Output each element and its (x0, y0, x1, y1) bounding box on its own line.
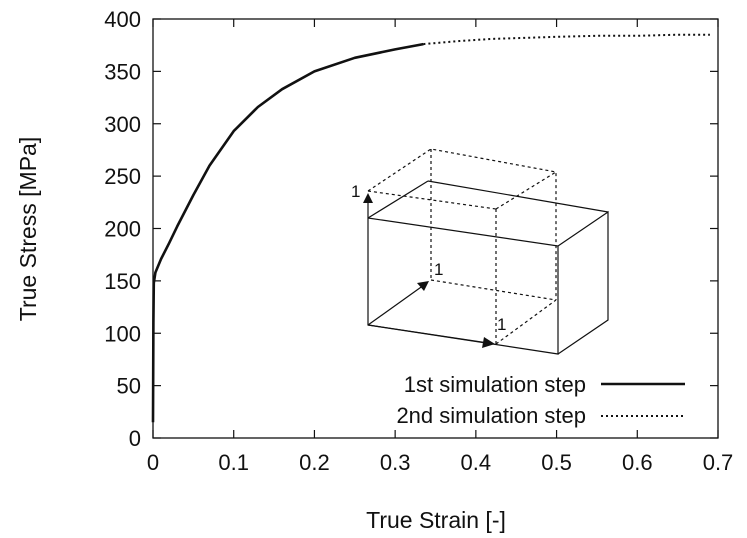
cube-label-depth: 1 (434, 260, 443, 279)
y-tick-label: 400 (104, 7, 141, 32)
cube-arrow-horizontal (367, 324, 489, 344)
y-axis-title: True Stress [MPa] (15, 137, 41, 321)
y-axis-ticks: 0 50 100 150 200 250 300 350 400 (104, 7, 718, 451)
cube-top-back-edge (367, 180, 429, 219)
series-line-1st-simulation-step (151, 42, 424, 423)
cube-top-back-edge-2 (427, 180, 609, 213)
x-tick-label: 0.1 (218, 450, 249, 475)
y-tick-label: 300 (104, 112, 141, 137)
y-tick-label: 100 (104, 321, 141, 346)
y-tick-label: 150 (104, 269, 141, 294)
series-line-2nd-simulation-step (423, 33, 710, 46)
cube-front-edges (367, 218, 559, 355)
x-axis-title: True Strain [-] (366, 507, 506, 533)
x-tick-label: 0.4 (461, 450, 492, 475)
legend-label-2nd: 2nd simulation step (396, 403, 586, 428)
x-tick-label: 0.5 (541, 450, 572, 475)
cube-top-front-edge (367, 210, 609, 355)
y-tick-label: 0 (129, 426, 141, 451)
cube-label-vertical: 1 (351, 182, 360, 201)
y-tick-label: 350 (104, 59, 141, 84)
cube-label-horizontal: 1 (497, 315, 506, 334)
x-tick-label: 0.2 (299, 450, 330, 475)
cube-hidden-edges (367, 148, 557, 345)
x-tick-label: 0.7 (703, 450, 734, 475)
x-tick-label: 0.3 (380, 450, 411, 475)
cube-inset (367, 148, 609, 355)
y-tick-label: 200 (104, 217, 141, 242)
arrow-head-depth (417, 281, 429, 291)
legend: 1st simulation step 2nd simulation step (396, 372, 685, 428)
x-tick-label: 0.6 (622, 450, 653, 475)
y-tick-label: 250 (104, 164, 141, 189)
y-tick-label: 50 (117, 374, 141, 399)
arrow-head-right (482, 337, 495, 348)
legend-label-1st: 1st simulation step (404, 372, 586, 397)
arrow-head-up (363, 193, 373, 203)
x-axis-ticks: 0 0.1 0.2 0.3 0.4 0.5 0.6 0.7 (147, 19, 733, 475)
x-tick-label: 0 (147, 450, 159, 475)
cube-arrow-depth (367, 284, 425, 326)
